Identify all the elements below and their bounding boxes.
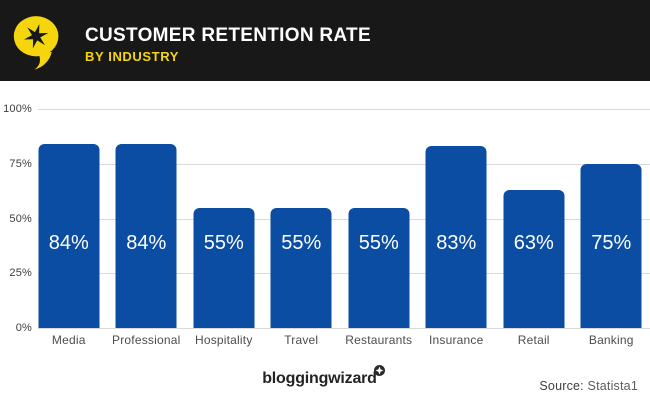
bar-value-label: 83% [436,232,477,254]
bar-slot: 75% Banking [573,109,650,347]
y-axis-tick-label: 50% [9,212,32,225]
x-axis-category-label: Retail [517,333,550,347]
bar-restaurants: 55% [348,207,410,328]
bar-slot: 55% Travel [263,109,341,347]
gridline [38,328,650,329]
bar-travel: 55% [270,207,332,328]
bar-slot: 84% Media [30,109,108,347]
bar-insurance: 83% [425,146,487,328]
header-banner: CUSTOMER RETENTION RATE BY INDUSTRY [0,0,650,81]
bars-row: 84% Media 84% Professional 55% Hospitality 55%… [30,109,650,347]
brand-star-badge-icon [373,365,385,376]
bar-value-label: 84% [48,232,89,254]
gridline [38,109,650,110]
x-axis-category-label: Restaurants [345,333,413,347]
x-axis-category-label: Travel [284,333,319,347]
x-axis-category-label: Insurance [429,333,484,347]
bar-professional: 84% [115,144,177,328]
gridline [38,218,650,220]
source-note: Source: Statista1 [539,379,638,393]
gridline [38,273,650,275]
bar-value-label: 84% [126,232,167,254]
x-axis-category-label: Professional [112,333,181,347]
bar-chart: 0% 25% 50% 75% 100% 84% Media 84% Professional 55… [0,103,650,347]
x-axis-category-label: Hospitality [194,333,253,347]
chart-subtitle: BY INDUSTRY [85,49,180,64]
bar-slot: 55% Restaurants [340,109,418,347]
bar-media: 84% [38,144,100,328]
y-axis-tick-label: 100% [3,103,32,115]
blogging-wizard-logo-icon [13,16,59,70]
bar-slot: 55% Hospitality [185,109,263,347]
bar-retail: 63% [503,190,565,328]
chart-title: CUSTOMER RETENTION RATE [85,25,371,46]
header-titles: CUSTOMER RETENTION RATE BY INDUSTRY [85,26,371,63]
x-axis-category-label: Media [51,333,86,347]
bar-hospitality: 55% [193,207,255,328]
bar-value-label: 55% [203,232,244,254]
bar-value-label: 63% [513,232,554,254]
footer-brand-wordmark: bloggingwizard [262,370,377,387]
source-value: Statista1 [587,379,638,393]
bar-slot: 63% Retail [495,109,573,347]
gridline [38,163,650,165]
y-axis-tick-label: 75% [9,157,32,170]
bar-value-label: 55% [358,232,399,254]
y-axis-tick-label: 0% [15,322,32,334]
x-axis-category-label: Banking [588,333,634,347]
y-axis-tick-label: 25% [9,267,32,280]
bar-banking: 75% [580,163,642,328]
source-label: Source: [539,379,584,393]
bar-value-label: 55% [281,232,322,254]
bar-value-label: 75% [591,232,632,254]
bar-slot: 84% Professional [108,109,186,347]
bar-slot: 83% Insurance [418,109,496,347]
footer-brand: bloggingwizard [0,365,650,388]
